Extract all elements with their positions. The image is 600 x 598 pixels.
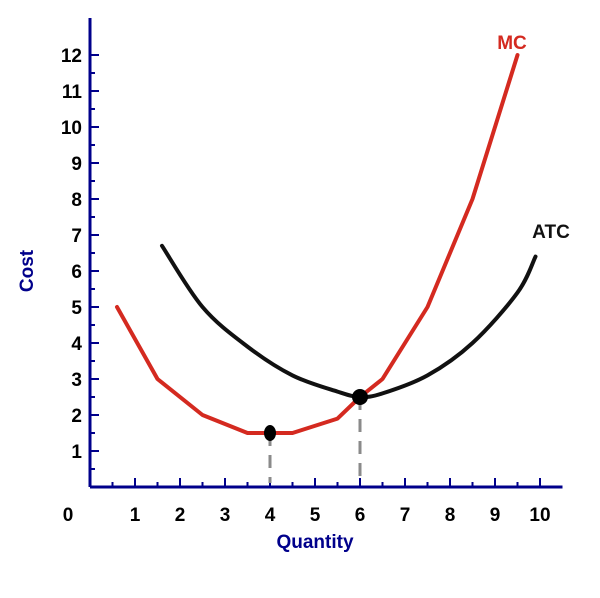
x-axis-ticks: 1 2 3 4 5 6 7 8 9 10: [111, 478, 551, 526]
x-tick-label: 2: [175, 505, 186, 526]
x-axis-title: Quantity: [276, 532, 353, 553]
y-tick-label: 5: [71, 298, 82, 319]
y-tick-label: 1: [71, 442, 82, 463]
y-tick-label: 11: [62, 82, 83, 103]
y-tick-label: 6: [71, 262, 82, 283]
y-tick-label: 8: [71, 190, 82, 211]
origin-label: 0: [63, 505, 74, 526]
y-tick-label: 2: [71, 406, 82, 427]
y-tick-label: 7: [71, 226, 82, 247]
mc-atc-intersection-point: [352, 389, 368, 405]
chart-labels: 0 Quantity Cost MC ATC: [17, 33, 570, 553]
atc-curve: [160, 243, 538, 400]
x-tick-label: 3: [220, 505, 231, 526]
mc-series-label: MC: [497, 33, 527, 54]
x-tick-label: 4: [265, 505, 276, 526]
cost-curves: [115, 53, 538, 435]
atc-series-label: ATC: [532, 222, 570, 243]
y-axis-title: Cost: [17, 249, 38, 292]
axes: [88, 18, 563, 489]
quantity-guide-lines: [268, 397, 362, 483]
x-tick-label: 1: [130, 505, 141, 526]
x-tick-label: 7: [400, 505, 411, 526]
x-tick-label: 10: [529, 505, 550, 526]
y-tick-label: 3: [71, 370, 82, 391]
mc-minimum-point: [264, 425, 276, 441]
mc-curve: [115, 53, 520, 435]
curve-markers: [264, 389, 368, 441]
x-tick-label: 5: [310, 505, 321, 526]
x-tick-label: 6: [355, 505, 366, 526]
y-tick-label: 10: [61, 118, 82, 139]
y-tick-label: 4: [71, 334, 82, 355]
y-tick-label: 9: [71, 154, 82, 175]
y-tick-label: 12: [61, 46, 82, 67]
x-tick-label: 8: [445, 505, 456, 526]
x-tick-label: 9: [490, 505, 501, 526]
